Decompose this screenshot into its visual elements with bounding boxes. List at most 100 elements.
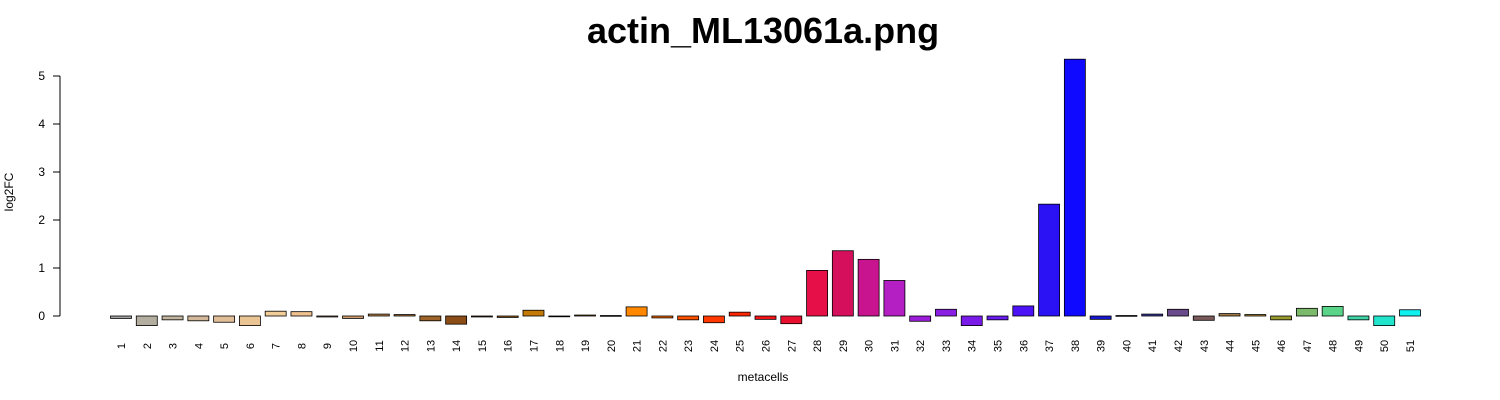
x-tick-label: 9 [322, 343, 334, 349]
x-tick-label: 45 [1250, 340, 1262, 352]
x-tick-label: 27 [786, 340, 798, 352]
bar-13 [419, 315, 442, 322]
x-tick-label: 37 [1044, 340, 1056, 352]
y-tick-label: 4 [38, 117, 45, 131]
bar-17 [522, 309, 545, 317]
x-tick-label: 11 [374, 340, 386, 351]
x-tick-label: 51 [1405, 340, 1417, 352]
x-tick-label: 49 [1353, 340, 1365, 352]
x-tick-label: 10 [348, 340, 360, 352]
bar-18 [548, 315, 571, 318]
bar-6 [238, 315, 261, 327]
x-tick-label: 25 [735, 340, 747, 352]
x-tick-label: 50 [1379, 340, 1391, 352]
x-tick-label: 30 [864, 340, 876, 352]
x-tick-label: 2 [142, 343, 154, 349]
bar-31 [883, 280, 906, 317]
x-tick-label: 17 [528, 340, 540, 352]
x-tick-label: 46 [1276, 340, 1288, 352]
bar-26 [754, 315, 777, 320]
bar-40 [1115, 315, 1138, 317]
x-tick-label: 34 [967, 340, 979, 352]
x-axis-labels: 1 2 3 4 5 6 7 8 9 10 11 12 13 14 15 16 17 18 19 20 21 22 23 24 2… [116, 340, 1417, 352]
bar-19 [574, 314, 596, 317]
y-tick-label: 3 [38, 165, 45, 179]
x-tick-label: 42 [1173, 340, 1185, 352]
y-tick-label: 5 [38, 69, 45, 83]
bar-23 [677, 315, 700, 321]
bar-14 [445, 315, 468, 325]
x-tick-label: 1 [116, 343, 128, 349]
bar-24 [703, 315, 725, 324]
x-tick-label: 47 [1302, 340, 1314, 352]
bar-43 [1192, 315, 1215, 321]
x-tick-label: 31 [889, 340, 901, 352]
x-tick-label: 14 [451, 340, 463, 352]
x-tick-label: 28 [812, 340, 824, 352]
x-tick-label: 13 [425, 340, 437, 352]
bar-30 [857, 258, 880, 317]
bar-5 [213, 315, 236, 323]
x-tick-label: 38 [1070, 340, 1082, 352]
x-tick-label: 20 [606, 340, 618, 352]
bar-32 [909, 315, 932, 322]
y-tick-label: 2 [38, 213, 45, 227]
x-tick-label: 15 [477, 340, 489, 352]
x-axis-label: metacells [738, 370, 789, 384]
y-tick-label: 0 [38, 309, 45, 323]
bar-48 [1321, 305, 1344, 317]
bar-22 [651, 315, 674, 319]
bar-11 [367, 313, 390, 317]
x-tick-label: 26 [761, 340, 773, 352]
x-tick-label: 40 [1121, 340, 1133, 352]
bar-44 [1218, 313, 1241, 317]
bar-37 [1038, 203, 1060, 317]
x-tick-label: 23 [683, 340, 695, 352]
bar-21 [625, 306, 648, 317]
bar-36 [1012, 305, 1035, 317]
bar-12 [393, 314, 416, 317]
x-tick-label: 7 [271, 343, 283, 349]
bar-50 [1373, 315, 1396, 327]
bar-51 [1399, 309, 1421, 317]
bar-45 [1244, 314, 1267, 317]
bar-28 [806, 269, 828, 317]
bar-41 [1141, 313, 1164, 317]
x-tick-label: 44 [1225, 340, 1237, 352]
x-tick-label: 48 [1328, 340, 1340, 352]
bars [110, 58, 1421, 327]
bar-49 [1347, 315, 1370, 321]
x-tick-label: 24 [709, 340, 721, 352]
x-tick-label: 6 [245, 343, 257, 349]
bar-35 [986, 315, 1009, 321]
x-tick-label: 39 [1096, 340, 1108, 352]
bar-47 [1295, 307, 1318, 317]
y-axis-label: log2FC [2, 172, 16, 211]
bar-34 [960, 315, 983, 327]
x-tick-label: 8 [296, 343, 308, 349]
bar-42 [1167, 308, 1189, 317]
x-tick-label: 16 [503, 340, 515, 352]
x-tick-label: 35 [993, 340, 1005, 352]
bar-27 [780, 315, 803, 325]
bar-16 [496, 315, 519, 318]
y-tick-label: 1 [38, 261, 45, 275]
bar-8 [290, 311, 313, 317]
x-tick-label: 18 [554, 340, 566, 352]
bar-38 [1063, 58, 1086, 317]
x-tick-label: 19 [580, 340, 592, 352]
x-tick-label: 3 [168, 343, 180, 349]
x-tick-label: 36 [1018, 340, 1030, 352]
bar-10 [342, 315, 364, 319]
bar-25 [728, 311, 751, 317]
bar-15 [471, 315, 493, 318]
bar-2 [135, 315, 158, 327]
x-tick-label: 29 [838, 340, 850, 352]
bar-3 [161, 315, 184, 321]
bar-4 [187, 315, 210, 322]
x-tick-label: 5 [219, 343, 231, 349]
x-tick-label: 33 [941, 340, 953, 352]
bar-29 [831, 250, 854, 317]
bar-1 [110, 315, 132, 319]
